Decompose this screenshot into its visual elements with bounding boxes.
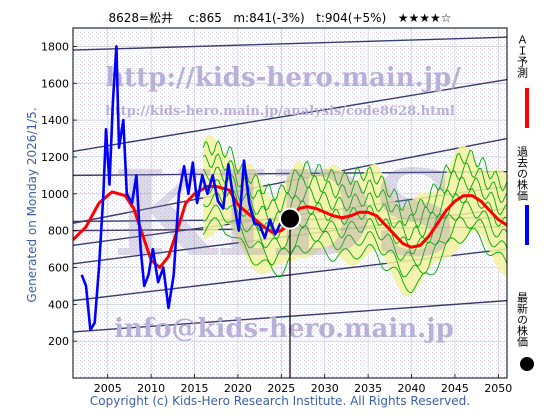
chart-title: 8628=松井 c:865 m:841(-3%) t:904(+5%) ★★★★… xyxy=(108,11,452,25)
forecast-path xyxy=(202,166,507,241)
trend-line xyxy=(73,36,507,51)
past-price-line xyxy=(80,45,292,332)
forecast-path xyxy=(202,178,507,255)
y-tick-label: 1000 xyxy=(41,188,69,201)
y-tick-label: 1200 xyxy=(41,151,69,164)
y-tick-label: 200 xyxy=(48,335,69,348)
watermark-url: http://kids-hero.main.jp/ xyxy=(105,63,461,93)
watermark-email: info@kids-hero.main.jp xyxy=(114,314,454,344)
legend-ai-label: ＡＩ予測 xyxy=(516,34,529,79)
y-tick-label: 800 xyxy=(48,225,69,238)
y-tick-label: 1400 xyxy=(41,114,69,127)
copyright-footer: Copyright (c) Kids-Hero Research Institu… xyxy=(89,394,471,408)
forecast-path xyxy=(203,153,507,229)
forecast-path xyxy=(203,204,507,278)
latest-price-marker xyxy=(279,207,301,230)
legend-latest-label: 最新の株価 xyxy=(516,292,529,347)
y-tick-label: 600 xyxy=(48,261,69,274)
x-tick-label: 2005 xyxy=(94,382,122,395)
trend-line xyxy=(73,78,507,153)
x-tick-label: 2045 xyxy=(441,382,469,395)
watermark-analysis-url: http://kids-hero.main.jp/analysis/code86… xyxy=(105,104,455,119)
forecast-path xyxy=(202,217,507,294)
x-tick-label: 2035 xyxy=(354,382,382,395)
x-tick-label: 2050 xyxy=(484,382,512,395)
legend-past-label: 過去の株価 xyxy=(516,146,529,201)
forecast-path xyxy=(202,191,507,267)
x-tick-label: 2015 xyxy=(181,382,209,395)
y-tick-label: 1600 xyxy=(41,77,69,90)
x-tick-label: 2025 xyxy=(267,382,295,395)
y-tick-label: 1800 xyxy=(41,40,69,53)
x-tick-label: 2040 xyxy=(398,382,426,395)
x-tick-label: 2030 xyxy=(311,382,339,395)
ai-forecast-line xyxy=(73,184,507,269)
y-tick-label: 400 xyxy=(48,298,69,311)
forecast-path xyxy=(202,140,507,217)
x-tick-label: 2020 xyxy=(224,382,252,395)
x-tick-label: 2010 xyxy=(137,382,165,395)
legend-latest-swatch xyxy=(520,357,534,371)
